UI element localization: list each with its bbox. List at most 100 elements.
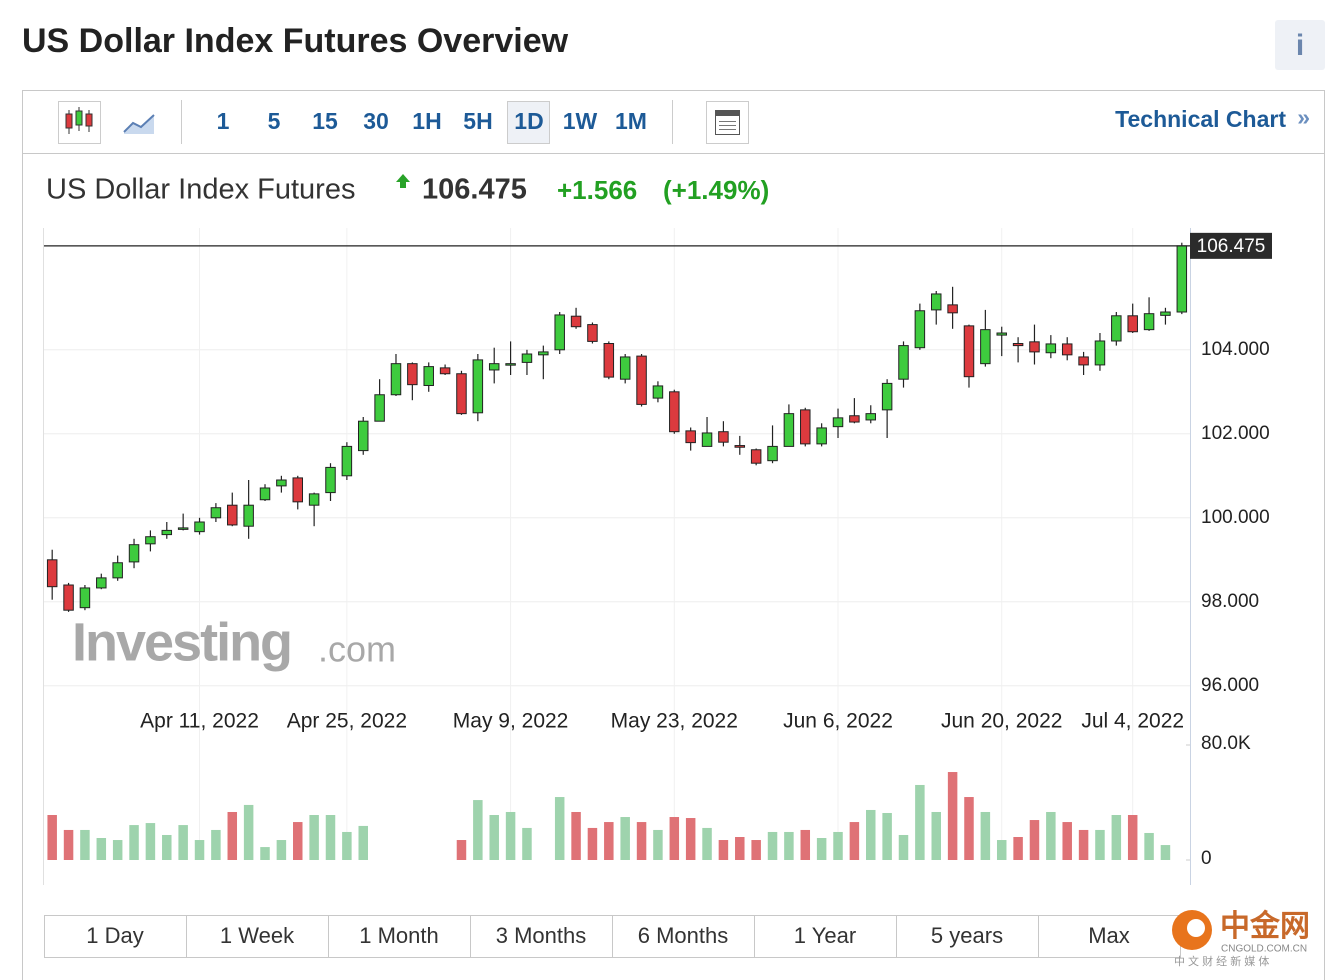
technical-chart-link[interactable]: Technical Chart [1115,106,1286,132]
candle-body [750,449,762,464]
range-button[interactable] [186,915,329,958]
candle-body [521,353,533,363]
candle-body [439,367,451,375]
range-label[interactable]: Max [1088,923,1130,948]
volume-bar [702,827,712,860]
volume-bar [784,831,794,860]
candle-body [816,427,827,445]
plot-area [44,228,1190,885]
candle-body [341,445,353,477]
icon-shape [65,113,73,129]
volume-bar [554,797,565,860]
range-label[interactable]: 1 Month [359,923,439,948]
volume-bar [898,834,909,860]
toolbar [23,91,1324,153]
candle-body [734,445,746,448]
button-frame[interactable] [706,101,749,144]
volume-bar [866,809,876,860]
range-bar: 1 Day 1 Week 1 Month 3 Months 6 Months 1 Year… [44,915,1181,958]
logo-mark [1187,919,1205,937]
candle-body [669,391,680,433]
range-label[interactable]: 1 Year [794,923,856,948]
volume-bar [669,817,680,860]
line-type-button[interactable] [123,114,155,134]
volume-bar [636,822,647,860]
last-price: 106.475 [422,174,527,206]
range-button[interactable] [328,915,471,958]
candle-body [603,343,615,378]
candle-body [849,415,860,423]
volume-bar [604,822,614,860]
volume-bar [358,825,368,860]
candle-body [145,536,156,545]
interval-button[interactable]: 1M [615,108,647,134]
candle-body [930,293,942,311]
y-tick-label: 100.000 [1201,507,1270,528]
interval-button[interactable]: 1W [563,108,598,134]
range-label[interactable]: 1 Day [86,923,143,948]
icon-shape [124,115,154,134]
candle-body [390,363,402,396]
volume-bar [178,825,188,860]
y-tick-label: 102.000 [1201,423,1270,444]
interval-button[interactable]: 1H [412,108,441,134]
x-tick-label: Jun 20, 2022 [941,710,1062,733]
range-button[interactable] [896,915,1039,958]
volume-bar [947,772,958,860]
candle-body [128,544,140,563]
layout-button[interactable] [706,101,749,144]
interval-button[interactable]: 30 [363,108,389,134]
candle-type-button[interactable] [58,101,101,144]
interval-button[interactable]: 15 [312,108,338,134]
icon-shape [85,113,93,127]
candle-body [96,577,107,589]
volume-bar [162,834,172,860]
link-arrow[interactable]: » [1297,104,1310,130]
candle-body [1012,343,1024,347]
interval-button[interactable]: 1 [217,108,230,134]
volume-bar [112,840,123,860]
range-button[interactable] [44,915,187,958]
candle-body [374,394,385,422]
volume-bar [80,829,90,860]
candle-body [538,351,549,356]
range-label[interactable]: 3 Months [496,923,587,948]
candle-body [554,314,565,351]
volume-bar [227,811,238,860]
candle-body [800,409,811,445]
active-interval-box[interactable] [507,101,550,144]
candle-body [112,562,123,579]
volume-bar [1095,829,1105,860]
range-button[interactable] [470,915,613,958]
info-button[interactable] [1275,20,1325,70]
volume-bar [751,840,761,860]
candle-body [963,325,975,378]
candle-body [456,373,467,415]
candle-body [570,315,582,328]
candle-body [914,310,926,349]
icon-shape [75,110,83,126]
range-label[interactable]: 6 Months [638,923,729,948]
range-label[interactable]: 1 Week [220,923,295,948]
candle-body [308,493,320,506]
volume-bar [571,811,581,860]
candle-body [767,445,778,462]
interval-button[interactable]: 5H [463,108,492,134]
volume-bar [96,838,107,860]
logo-domain: CNGOLD.COM.CN [1221,944,1307,955]
info-icon[interactable]: i [1296,29,1304,62]
volume-bar [1127,815,1138,860]
range-label[interactable]: 5 years [931,923,1003,948]
volume-bar [735,837,745,860]
candle-body [357,420,369,452]
candle-body [276,479,287,487]
logo-slogan: 中 文 财 经 新 媒 体 [1174,954,1269,968]
volume-bar [816,838,827,860]
candle-body [325,466,336,494]
candle-body [980,329,991,365]
page-title: US Dollar Index Futures Overview [22,22,569,60]
interval-button[interactable]: 1D [514,108,543,134]
candle-body [783,413,795,447]
interval-button[interactable]: 5 [268,108,281,134]
